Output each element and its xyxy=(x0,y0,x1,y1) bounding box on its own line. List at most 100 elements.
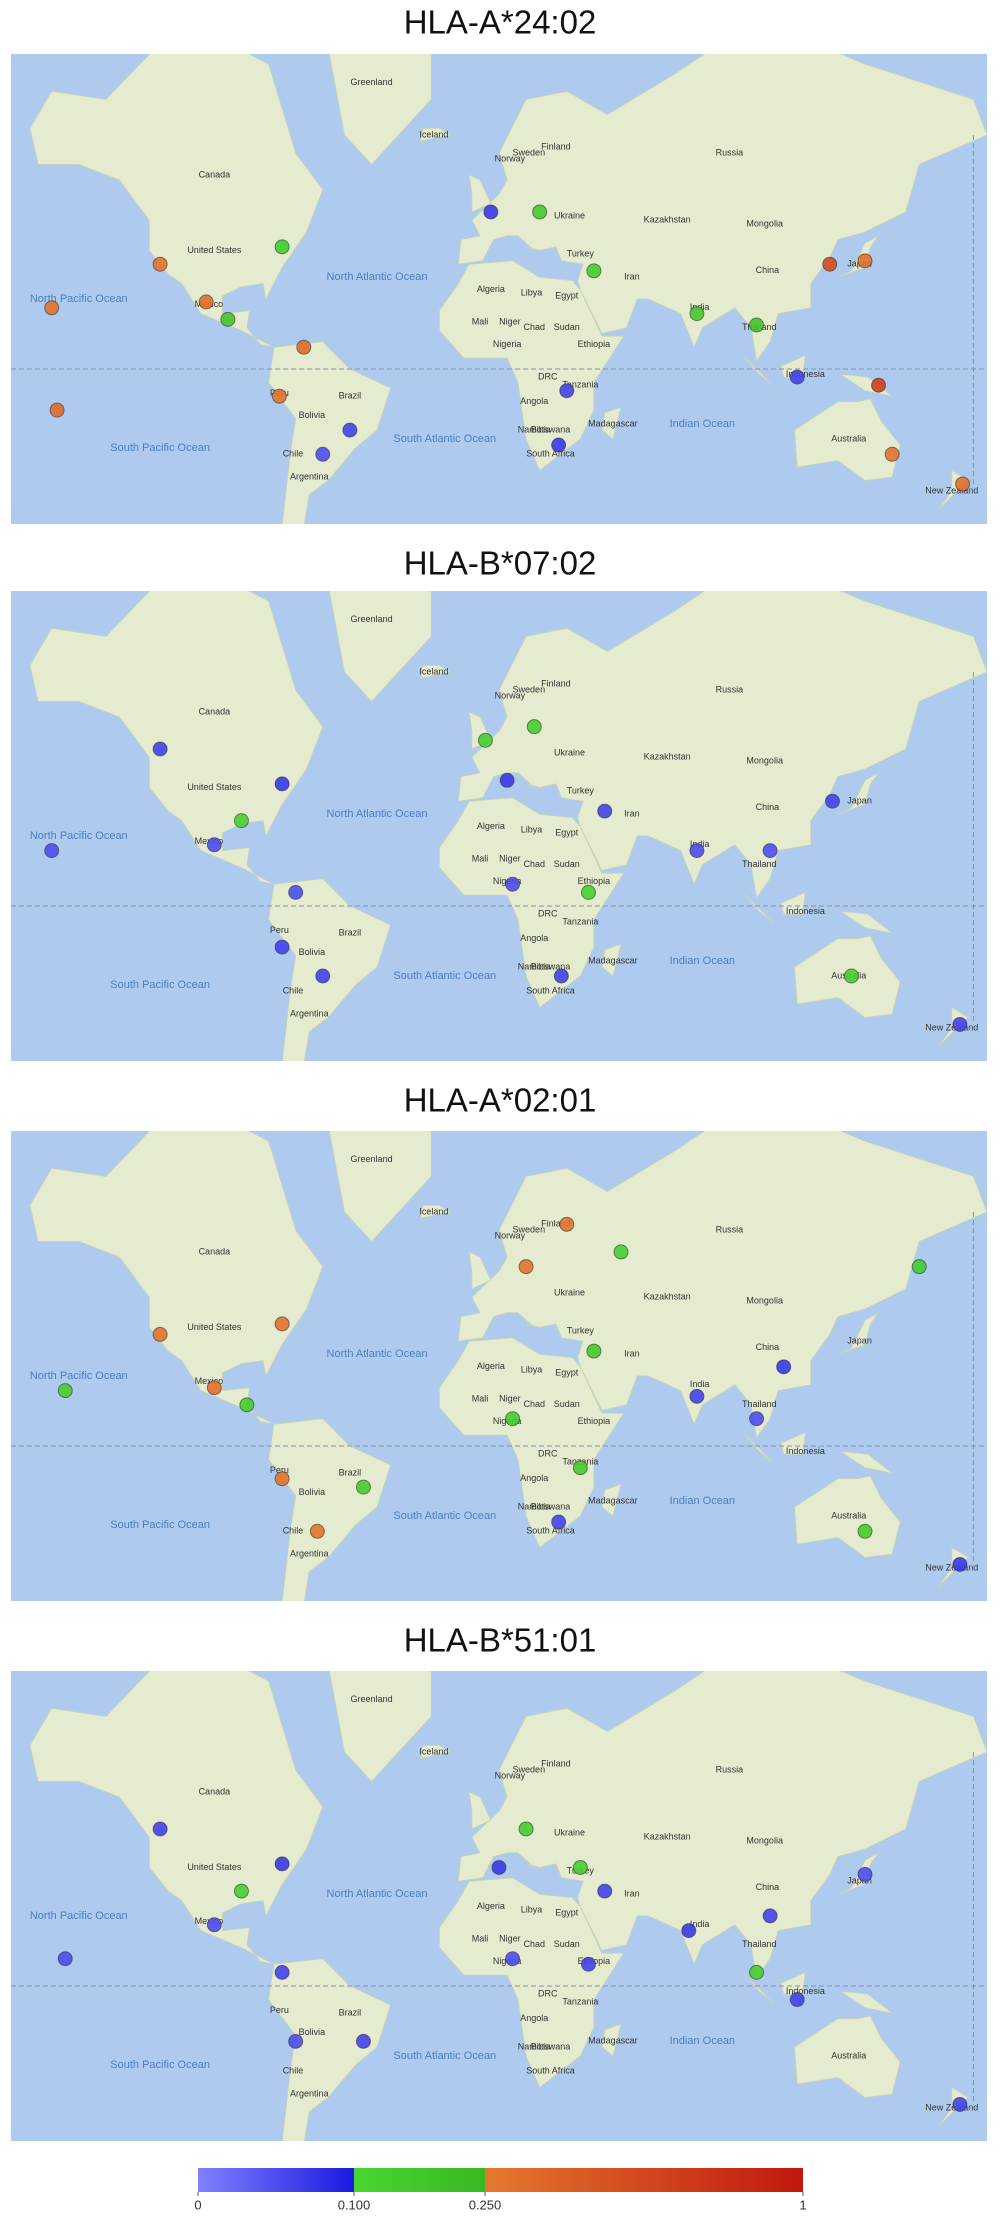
ocean-label: North Atlantic Ocean xyxy=(327,808,428,820)
frequency-marker xyxy=(871,377,887,393)
country-label: Angola xyxy=(520,933,548,943)
frequency-marker xyxy=(233,813,249,829)
ocean-label: North Pacific Ocean xyxy=(30,1370,128,1382)
country-label: Argentina xyxy=(290,2088,329,2098)
country-label: Madagascar xyxy=(588,1496,638,1506)
frequency-marker xyxy=(233,1883,249,1899)
country-label: Bolivia xyxy=(299,1487,326,1497)
country-label: Namibia xyxy=(518,961,551,971)
frequency-marker xyxy=(689,306,705,322)
frequency-marker xyxy=(586,263,602,279)
ocean-label: South Pacific Ocean xyxy=(110,2059,210,2071)
frequency-marker xyxy=(505,1411,521,1427)
country-label: Angola xyxy=(520,2013,548,2023)
country-label: Ukraine xyxy=(554,211,585,221)
ocean-label: North Pacific Ocean xyxy=(30,293,128,305)
frequency-marker xyxy=(499,772,515,788)
country-label: Bolivia xyxy=(299,2027,326,2037)
land xyxy=(601,943,622,977)
frequency-marker xyxy=(681,1923,697,1939)
ocean-label: South Atlantic Ocean xyxy=(393,2050,496,2062)
frequency-marker xyxy=(824,793,840,809)
country-label: Sudan xyxy=(554,1399,580,1409)
land xyxy=(837,1312,879,1355)
land xyxy=(742,1972,774,2003)
country-label: Egypt xyxy=(555,1367,579,1377)
land xyxy=(468,1791,492,1830)
country-label: New Zealand xyxy=(925,2102,978,2112)
country-label: Iceland xyxy=(419,1746,448,1756)
country-label: Angola xyxy=(520,1473,548,1483)
land xyxy=(601,1483,622,1517)
ocean-label: South Atlantic Ocean xyxy=(393,970,496,982)
country-label: New Zealand xyxy=(925,1022,978,1032)
land xyxy=(837,1852,879,1895)
country-label: Iceland xyxy=(419,129,448,139)
frequency-marker xyxy=(553,968,569,984)
frequency-marker xyxy=(288,2033,304,2049)
country-label: DRC xyxy=(538,1988,558,1998)
frequency-marker xyxy=(597,803,613,819)
country-label: Iran xyxy=(624,1349,640,1359)
frequency-marker xyxy=(274,1856,290,1872)
country-label: Australia xyxy=(831,433,866,443)
frequency-marker xyxy=(532,204,548,220)
frequency-marker xyxy=(559,383,575,399)
frequency-marker xyxy=(477,732,493,748)
frequency-marker xyxy=(152,256,168,272)
country-label: Japan xyxy=(847,796,872,806)
country-label: Peru xyxy=(270,2005,289,2015)
frequency-marker xyxy=(49,402,65,418)
country-label: Algeria xyxy=(477,284,505,294)
land xyxy=(419,1205,452,1219)
frequency-marker xyxy=(309,1523,325,1539)
land xyxy=(29,54,324,348)
country-label: Mexico xyxy=(195,1376,224,1386)
country-label: Egypt xyxy=(555,1907,579,1917)
country-label: Argentina xyxy=(290,471,329,481)
country-label: Chile xyxy=(283,449,304,459)
country-label: Sweden xyxy=(513,685,546,695)
land xyxy=(457,591,987,899)
country-label: Sudan xyxy=(554,859,580,869)
country-label: Botswana xyxy=(531,1501,571,1511)
country-label: Libya xyxy=(521,1904,543,1914)
country-label: Kazakhstan xyxy=(644,752,691,762)
land xyxy=(328,591,432,702)
ocean-label: South Pacific Ocean xyxy=(110,1519,210,1531)
country-label: Sweden xyxy=(513,148,546,158)
frequency-marker xyxy=(789,1992,805,2008)
frequency-marker xyxy=(274,1964,290,1980)
country-label: United States xyxy=(187,245,242,255)
country-label: Thailand xyxy=(742,859,777,869)
country-label: Brazil xyxy=(339,1468,362,1478)
country-label: Madagascar xyxy=(588,956,638,966)
country-label: Chad xyxy=(523,322,545,332)
country-label: Russia xyxy=(716,685,744,695)
land xyxy=(29,1671,324,1965)
land xyxy=(457,54,987,362)
frequency-marker xyxy=(274,776,290,792)
country-label: New Zealand xyxy=(925,485,978,495)
country-label: United States xyxy=(187,782,242,792)
country-label: Brazil xyxy=(339,391,362,401)
country-label: Japan xyxy=(847,1336,872,1346)
ocean-label: Indian Ocean xyxy=(670,955,735,967)
country-label: Norway xyxy=(495,153,526,163)
country-label: Nigeria xyxy=(493,339,522,349)
country-label: Algeria xyxy=(477,821,505,831)
country-label: Iran xyxy=(624,809,640,819)
country-label: DRC xyxy=(538,1448,558,1458)
country-label: Sudan xyxy=(554,322,580,332)
country-label: Ukraine xyxy=(554,748,585,758)
frequency-marker xyxy=(843,968,859,984)
country-label: Mongolia xyxy=(746,1296,783,1306)
country-label: China xyxy=(756,1342,780,1352)
frequency-marker xyxy=(952,1016,968,1032)
frequency-marker xyxy=(551,437,567,453)
frequency-marker xyxy=(483,204,499,220)
frequency-marker xyxy=(580,884,596,900)
country-label: Chad xyxy=(523,1399,545,1409)
country-label: India xyxy=(690,1919,710,1929)
